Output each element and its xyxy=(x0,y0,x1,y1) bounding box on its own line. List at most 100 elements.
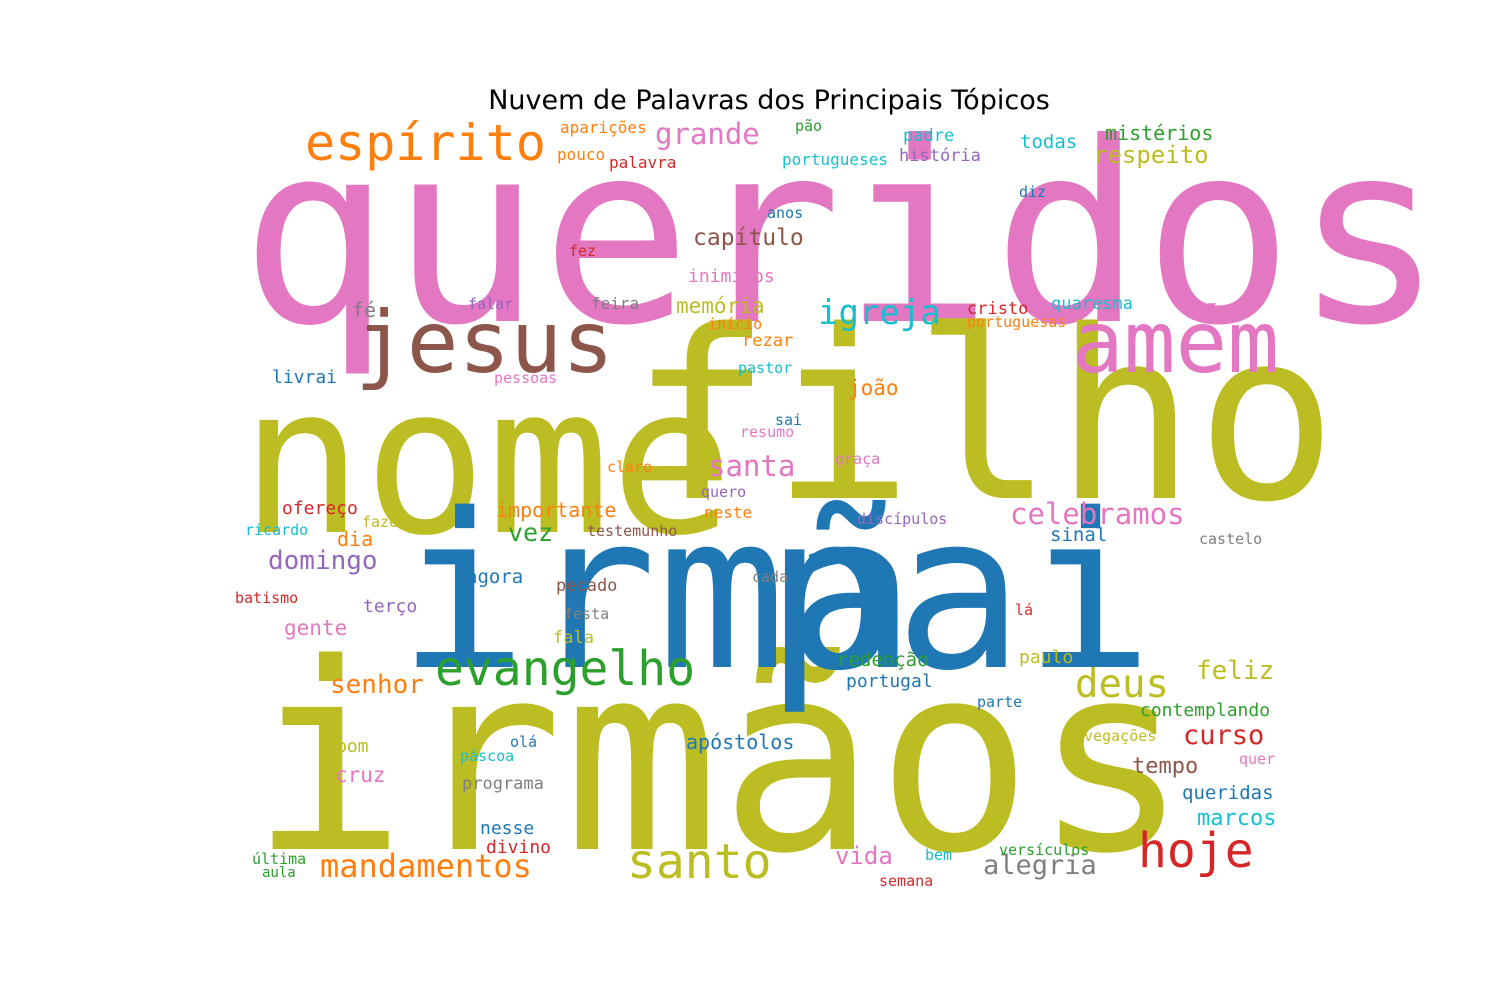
cloud-word: pastor xyxy=(738,359,793,377)
cloud-word: feliz xyxy=(1196,656,1275,686)
cloud-word: grande xyxy=(655,117,760,151)
cloud-word: quaresma xyxy=(1051,294,1133,314)
cloud-word: quer xyxy=(1239,750,1276,768)
cloud-word: celebramos xyxy=(1010,497,1185,531)
cloud-word: vida xyxy=(835,842,893,870)
cloud-word: filho xyxy=(630,281,1338,554)
cloud-word: quero xyxy=(701,483,747,501)
cloud-word: navegações xyxy=(1066,727,1157,745)
cloud-word: última xyxy=(252,850,307,868)
cloud-word: jesus xyxy=(355,293,614,393)
cloud-word: nome xyxy=(240,343,734,581)
cloud-word: parte xyxy=(977,693,1023,711)
cloud-word: fazer xyxy=(362,513,408,531)
cloud-word: páscoa xyxy=(460,747,515,765)
cloud-word: graça xyxy=(835,450,881,468)
cloud-word: mandamentos xyxy=(320,847,532,885)
cloud-word: festa xyxy=(564,605,610,623)
cloud-word: paulo xyxy=(1019,647,1074,668)
cloud-word: divino xyxy=(486,837,552,858)
cloud-word: ofereço xyxy=(282,498,358,519)
cloud-word: ricardo xyxy=(245,521,309,539)
cloud-word: contemplando xyxy=(1140,700,1271,721)
cloud-word: palavra xyxy=(609,153,677,172)
cloud-word: portugal xyxy=(846,671,933,692)
cloud-word: inimigos xyxy=(688,266,775,287)
cloud-word: domingo xyxy=(268,546,378,576)
cloud-word: portuguesas xyxy=(967,313,1067,331)
cloud-word: aula xyxy=(262,865,296,881)
cloud-word: bom xyxy=(336,736,369,757)
cloud-word: respeito xyxy=(1093,141,1209,169)
cloud-word: falar xyxy=(468,295,514,313)
cloud-word: dia xyxy=(337,527,374,551)
cloud-word: agora xyxy=(466,566,524,588)
chart-title: Nuvem de Palavras dos Principais Tópicos xyxy=(488,85,1050,116)
cloud-word: aparições xyxy=(560,118,647,137)
cloud-word: programa xyxy=(462,774,544,794)
cloud-word: pai xyxy=(765,467,1154,718)
cloud-word: hoje xyxy=(1138,823,1254,879)
cloud-word: discípulos xyxy=(857,510,948,528)
cloud-word: início xyxy=(708,315,763,333)
cloud-word: lá xyxy=(1015,601,1034,619)
cloud-word: gente xyxy=(284,616,348,640)
cloud-word: capítulo xyxy=(693,225,804,251)
cloud-word: evangelho xyxy=(435,641,696,697)
cloud-word: padre xyxy=(903,126,955,146)
cloud-word: senhor xyxy=(330,670,424,700)
cloud-word: cruz xyxy=(335,763,386,787)
cloud-word: versículos xyxy=(999,841,1090,859)
cloud-word: queridos xyxy=(240,89,1445,380)
cloud-word: claro xyxy=(607,458,653,476)
cloud-word: bem xyxy=(925,846,953,864)
cloud-word: marcos xyxy=(1197,806,1277,831)
cloud-word: joão xyxy=(848,376,899,400)
cloud-word: fez xyxy=(569,242,597,260)
cloud-word: santo xyxy=(627,834,772,890)
cloud-word: sai xyxy=(775,411,803,429)
cloud-word: igreja xyxy=(818,293,941,333)
cloud-word: queridas xyxy=(1182,782,1274,804)
cloud-word: alegria xyxy=(983,850,1097,881)
cloud-word: resumo xyxy=(740,423,795,441)
cloud-word: pouco xyxy=(557,145,606,164)
cloud-word: deus xyxy=(1075,662,1169,707)
cloud-word: redenção xyxy=(837,649,929,671)
cloud-word: mistérios xyxy=(1105,121,1214,145)
cloud-word: diz xyxy=(1019,183,1047,201)
cloud-word: história xyxy=(899,146,981,166)
cloud-word: fala xyxy=(553,628,594,648)
cloud-word: pecado xyxy=(556,576,618,596)
cloud-word: vez xyxy=(508,518,554,547)
cloud-word: amém xyxy=(1072,293,1280,393)
cloud-word: irmã xyxy=(398,467,916,718)
cloud-word: testemunho xyxy=(587,522,678,540)
cloud-word: espírito xyxy=(305,114,546,172)
cloud-word: neste xyxy=(704,503,753,522)
cloud-word: rezar xyxy=(742,331,794,351)
cloud-word: portugueses xyxy=(782,150,888,169)
cloud-word: castelo xyxy=(1199,530,1263,548)
cloud-word: olá xyxy=(510,733,538,751)
cloud-word: importante xyxy=(496,498,617,522)
cloud-word: cristo xyxy=(967,299,1029,319)
cloud-word: tempo xyxy=(1132,754,1199,779)
cloud-word: fé xyxy=(352,298,377,322)
cloud-word: semana xyxy=(879,872,934,890)
cloud-word: pão xyxy=(795,117,823,135)
cloud-word: sinal xyxy=(1050,524,1108,546)
cloud-word: anos xyxy=(767,204,804,222)
cloud-word: pessoas xyxy=(494,369,558,387)
cloud-word: santa xyxy=(708,449,796,483)
cloud-word: batismo xyxy=(235,589,299,607)
cloud-word: cada xyxy=(752,568,789,586)
cloud-word: terço xyxy=(363,596,418,617)
cloud-word: curso xyxy=(1183,720,1265,751)
cloud-word: feira xyxy=(591,294,640,313)
cloud-word: todas xyxy=(1020,131,1078,153)
cloud-word: irmãos xyxy=(250,609,1190,911)
cloud-word: apóstolos xyxy=(686,730,795,754)
